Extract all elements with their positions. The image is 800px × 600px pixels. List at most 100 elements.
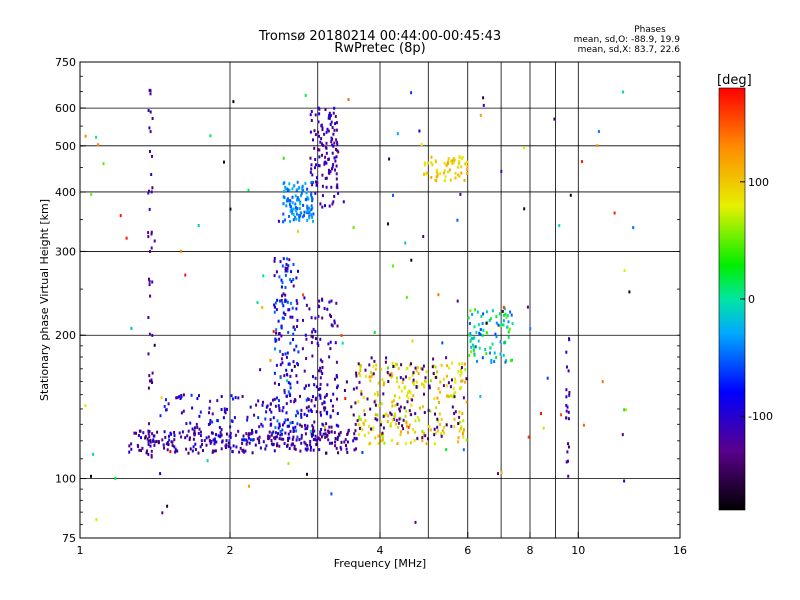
data-point: [256, 437, 259, 441]
y-tick-label: 400: [55, 186, 76, 199]
data-point: [398, 396, 401, 400]
data-point: [374, 403, 377, 407]
x-tick-label: 2: [227, 544, 234, 557]
data-point: [370, 356, 373, 360]
data-point: [460, 171, 463, 175]
data-point: [186, 434, 189, 438]
data-point: [274, 404, 277, 408]
data-point: [334, 122, 337, 126]
data-point: [485, 310, 488, 314]
data-point: [318, 164, 321, 168]
data-point: [282, 292, 285, 296]
data-point: [423, 172, 425, 176]
data-point: [459, 387, 461, 390]
data-point: [269, 359, 272, 362]
data-point: [192, 437, 195, 441]
data-point: [392, 193, 394, 197]
data-point: [502, 305, 505, 309]
data-point: [596, 144, 599, 148]
data-point: [281, 409, 284, 413]
data-point: [286, 424, 289, 428]
data-point: [220, 408, 223, 411]
data-point: [301, 347, 304, 351]
data-point: [148, 430, 151, 434]
data-point: [161, 511, 164, 515]
data-point: [419, 406, 422, 410]
data-point: [565, 388, 568, 392]
data-point: [292, 284, 295, 288]
x-axis-label: Frequency [MHz]: [334, 557, 426, 570]
data-point: [227, 445, 230, 448]
data-point: [337, 424, 340, 428]
data-point: [454, 410, 457, 414]
data-point: [323, 400, 326, 404]
data-point: [291, 442, 294, 446]
data-point: [216, 419, 219, 423]
data-point: [259, 368, 262, 372]
data-point: [473, 353, 476, 357]
data-point: [310, 208, 313, 212]
data-point: [529, 327, 532, 331]
data-point: [286, 197, 289, 201]
data-point: [335, 155, 338, 159]
data-point: [446, 394, 449, 398]
data-point: [330, 399, 332, 403]
data-point: [201, 443, 203, 446]
data-point: [396, 132, 399, 136]
data-point: [331, 441, 333, 445]
data-point: [311, 183, 314, 187]
data-point: [265, 410, 268, 414]
data-point: [371, 428, 374, 432]
data-point: [308, 210, 311, 214]
data-point: [310, 204, 313, 208]
data-point: [461, 412, 464, 415]
data-point: [311, 354, 314, 358]
data-point: [324, 204, 326, 208]
data-point: [304, 447, 307, 451]
data-point: [283, 442, 286, 445]
data-point: [450, 394, 452, 398]
data-point: [565, 416, 568, 420]
data-point: [507, 320, 510, 324]
data-point: [367, 424, 370, 428]
data-point: [215, 433, 217, 437]
data-point: [306, 218, 309, 222]
data-point: [498, 312, 501, 316]
data-point: [294, 215, 297, 219]
data-point: [285, 394, 288, 398]
data-point: [208, 411, 210, 415]
data-point: [382, 392, 385, 396]
data-point: [209, 422, 211, 426]
data-point: [307, 398, 310, 401]
data-point: [414, 366, 417, 370]
data-point: [398, 407, 401, 411]
data-point: [296, 422, 299, 426]
data-point: [153, 239, 156, 243]
data-point: [294, 206, 297, 210]
data-point: [472, 336, 475, 340]
data-point: [345, 447, 348, 451]
data-point: [277, 319, 280, 323]
data-point: [582, 423, 585, 427]
data-point: [622, 90, 625, 94]
data-point: [274, 305, 276, 309]
data-point: [447, 381, 450, 385]
data-point: [168, 438, 171, 442]
data-point: [494, 332, 497, 336]
data-point: [380, 439, 383, 443]
data-point: [295, 209, 298, 213]
data-point: [291, 306, 294, 310]
data-point: [321, 126, 324, 130]
data-point: [301, 215, 304, 219]
data-point: [284, 298, 287, 302]
data-point: [207, 423, 210, 426]
data-point: [285, 299, 288, 303]
data-point: [423, 411, 426, 414]
data-point: [188, 438, 191, 442]
data-point: [173, 431, 176, 434]
data-point: [613, 211, 616, 215]
data-point: [407, 396, 410, 400]
data-point: [413, 438, 416, 442]
data-point: [332, 200, 335, 204]
data-point: [180, 435, 183, 439]
